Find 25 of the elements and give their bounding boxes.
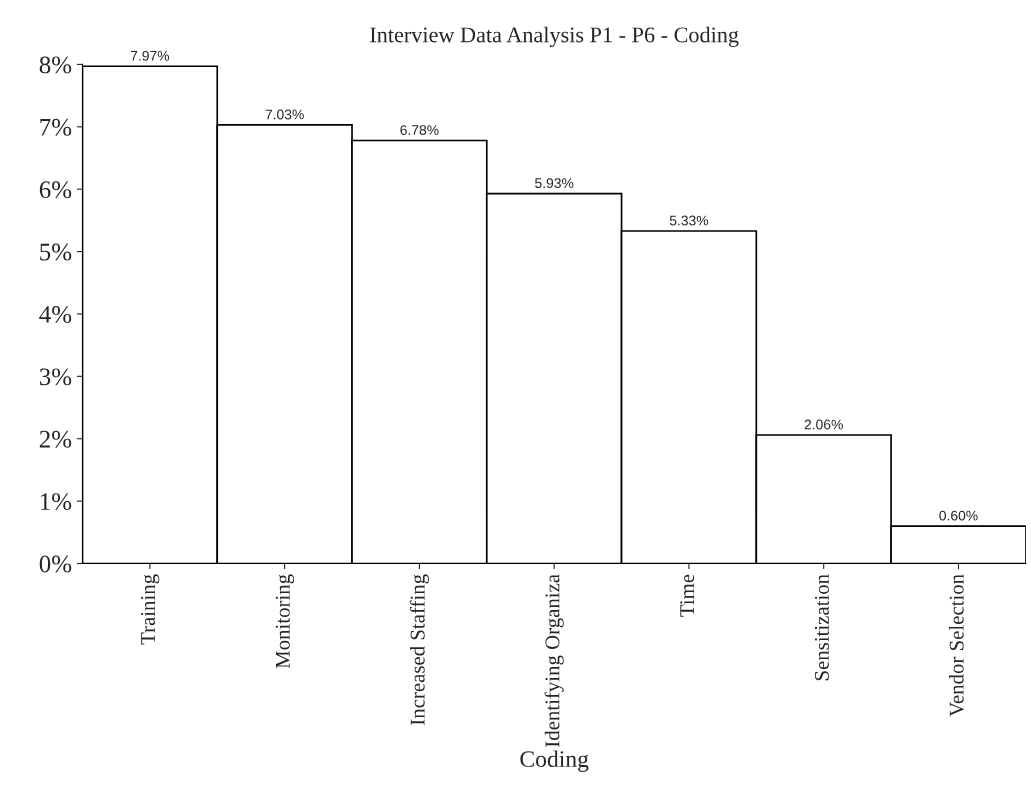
y-tick-label: 4% [39, 306, 72, 323]
data-label: 7.97% [130, 50, 170, 61]
x-tick-label: Monitoring [275, 574, 295, 669]
x-axis-title: Coding [520, 750, 589, 772]
x-tick-label: Sensitization [814, 574, 829, 681]
x-tick-label: Identifying Organiza [544, 574, 564, 747]
y-tick-label: 7% [40, 118, 72, 136]
x-tick-label: Vendor Selection [949, 574, 964, 717]
data-label: 5.93% [535, 178, 574, 189]
data-label: 5.33% [669, 215, 709, 226]
data-label: 6.78% [400, 125, 439, 135]
x-tick-label: Time [680, 574, 695, 617]
y-tick-label: 5% [40, 243, 72, 261]
y-tick-label: 1% [40, 493, 72, 511]
x-tick-label: Training [141, 574, 160, 645]
data-label: 0.60% [939, 510, 978, 521]
data-label: 2.06% [804, 419, 843, 430]
x-tick-label: Increased Staffing [409, 574, 429, 725]
y-tick-label: 2% [39, 430, 72, 448]
chart-title: Interview Data Analysis P1 - P6 - Coding [370, 26, 739, 47]
y-tick-label: 3% [39, 368, 72, 386]
y-tick-label: 6% [39, 181, 72, 199]
y-tick-label: 0% [39, 555, 72, 573]
data-label: 7.03% [265, 109, 304, 120]
y-tick-label: 8% [39, 56, 72, 74]
